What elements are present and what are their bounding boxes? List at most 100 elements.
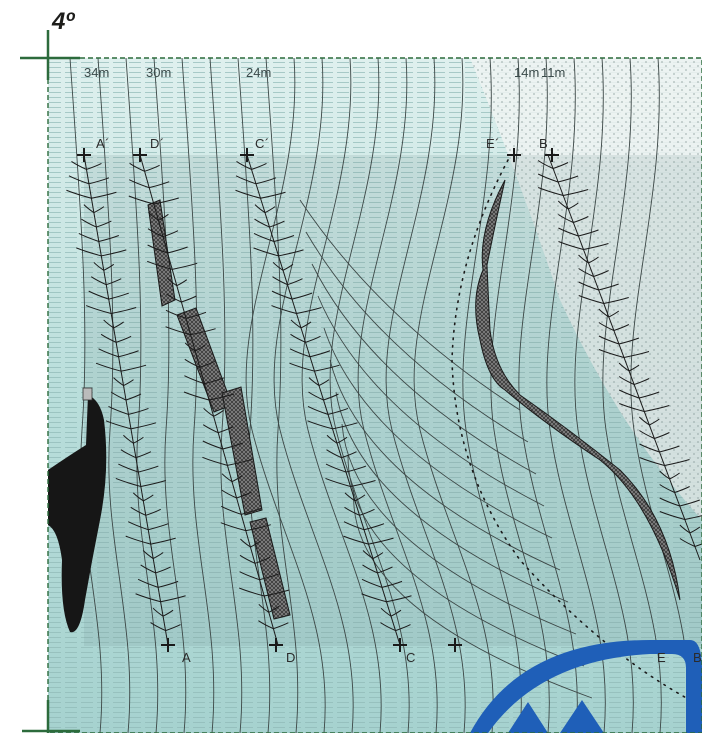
sounding-tick <box>93 206 105 214</box>
sounding-tick <box>165 624 181 632</box>
sounding-tick <box>272 261 284 271</box>
sounding-tick <box>362 564 378 574</box>
sounding-tick <box>98 348 119 358</box>
sounding-tick <box>289 348 311 358</box>
sounding-tick <box>578 254 589 264</box>
sounding-tick <box>578 229 599 237</box>
sounding-tick <box>184 342 196 352</box>
sounding-tick <box>578 268 594 277</box>
sounding-tick <box>118 350 139 358</box>
point-label-bottom: A <box>182 650 191 665</box>
sounding-tick <box>350 479 376 487</box>
sounding-tick <box>608 310 620 318</box>
sounding-tick <box>106 278 122 286</box>
sounding-tick <box>88 177 110 185</box>
point-label-top: E´ <box>486 136 500 151</box>
sounding-tick <box>203 407 214 417</box>
sounding-tick <box>95 362 122 372</box>
sounding-tick <box>105 420 132 430</box>
sounding-tick <box>573 216 589 223</box>
sounding-tick <box>386 595 412 603</box>
sounding-tick <box>679 538 696 547</box>
contour-line <box>245 58 326 733</box>
sounding-tick <box>341 451 357 459</box>
sounding-tick <box>272 276 288 286</box>
sounding-tick <box>130 422 157 430</box>
sounding-tick <box>273 622 289 630</box>
sounding-tick <box>213 409 224 417</box>
sounding-tick <box>155 566 171 574</box>
sounding-tick <box>649 418 660 426</box>
sounding-tick <box>231 475 243 483</box>
sounding-tick <box>132 492 144 502</box>
sounding-tick <box>618 376 635 385</box>
sounding-tick <box>111 307 137 315</box>
contour-line <box>574 58 634 733</box>
sounding-tick <box>598 308 610 318</box>
sounding-tick <box>659 484 675 493</box>
sounding-tick <box>287 278 303 286</box>
contour-line <box>329 58 410 733</box>
sounding-tick <box>664 459 690 466</box>
sounding-tick <box>583 243 609 250</box>
sounding-tick <box>147 260 173 270</box>
sounding-tick <box>181 295 197 303</box>
sounding-tick <box>90 276 107 286</box>
sounding-tick <box>363 523 385 531</box>
sounding-tick <box>558 175 579 183</box>
sounding-tick <box>236 160 252 170</box>
sounding-tick <box>135 593 161 603</box>
sheet-number: 4º <box>52 8 75 35</box>
sounding-tick <box>103 263 115 271</box>
sounding-tick <box>639 457 665 466</box>
point-label-bottom: D <box>286 650 296 665</box>
sounding-tick <box>218 426 234 434</box>
sounding-tick <box>103 319 114 329</box>
sounding-tick <box>344 506 360 516</box>
sounding-tick <box>290 319 302 329</box>
sounding-tick <box>291 292 313 300</box>
sounding-tick <box>537 160 554 169</box>
contour-line <box>97 58 131 733</box>
sounding-tick <box>183 391 210 401</box>
sounding-tick <box>125 393 142 401</box>
sounding-tick <box>144 164 160 172</box>
shore-dots <box>470 58 702 520</box>
sounding-tick <box>235 189 261 199</box>
sounding-tick <box>268 605 280 613</box>
sounding-tick <box>598 349 625 358</box>
sounding-tick <box>689 526 701 534</box>
sounding-tick <box>325 463 347 473</box>
contour-line <box>209 58 243 733</box>
sounding-tick <box>639 443 660 453</box>
contour-line <box>181 58 215 733</box>
sounding-tick <box>153 197 179 205</box>
contour-line <box>602 58 662 733</box>
point-label-top: A´ <box>96 136 110 151</box>
sounding-tick <box>639 430 655 439</box>
sounding-tick <box>377 566 393 574</box>
contour-line <box>299 199 521 411</box>
sounding-tick <box>563 189 589 196</box>
sounding-tick <box>250 540 261 548</box>
sounding-tick <box>96 220 112 228</box>
sounding-tick <box>241 507 262 515</box>
survey-lines <box>66 154 702 646</box>
survey-points <box>77 148 559 652</box>
sounding-tick <box>308 391 324 401</box>
sounding-tick <box>684 515 702 520</box>
survey-band <box>84 155 702 646</box>
sounding-tick <box>361 593 387 603</box>
contour-line <box>317 295 545 507</box>
sounding-tick <box>165 309 187 319</box>
sounding-tick <box>91 191 117 199</box>
sounding-tick <box>199 360 216 368</box>
sounding-tick <box>190 328 216 336</box>
sounding-tick <box>101 249 127 257</box>
land-mass <box>48 395 107 633</box>
sounding-tick <box>623 351 650 358</box>
sounding-tick <box>354 494 366 502</box>
sounding-tick <box>307 405 329 415</box>
